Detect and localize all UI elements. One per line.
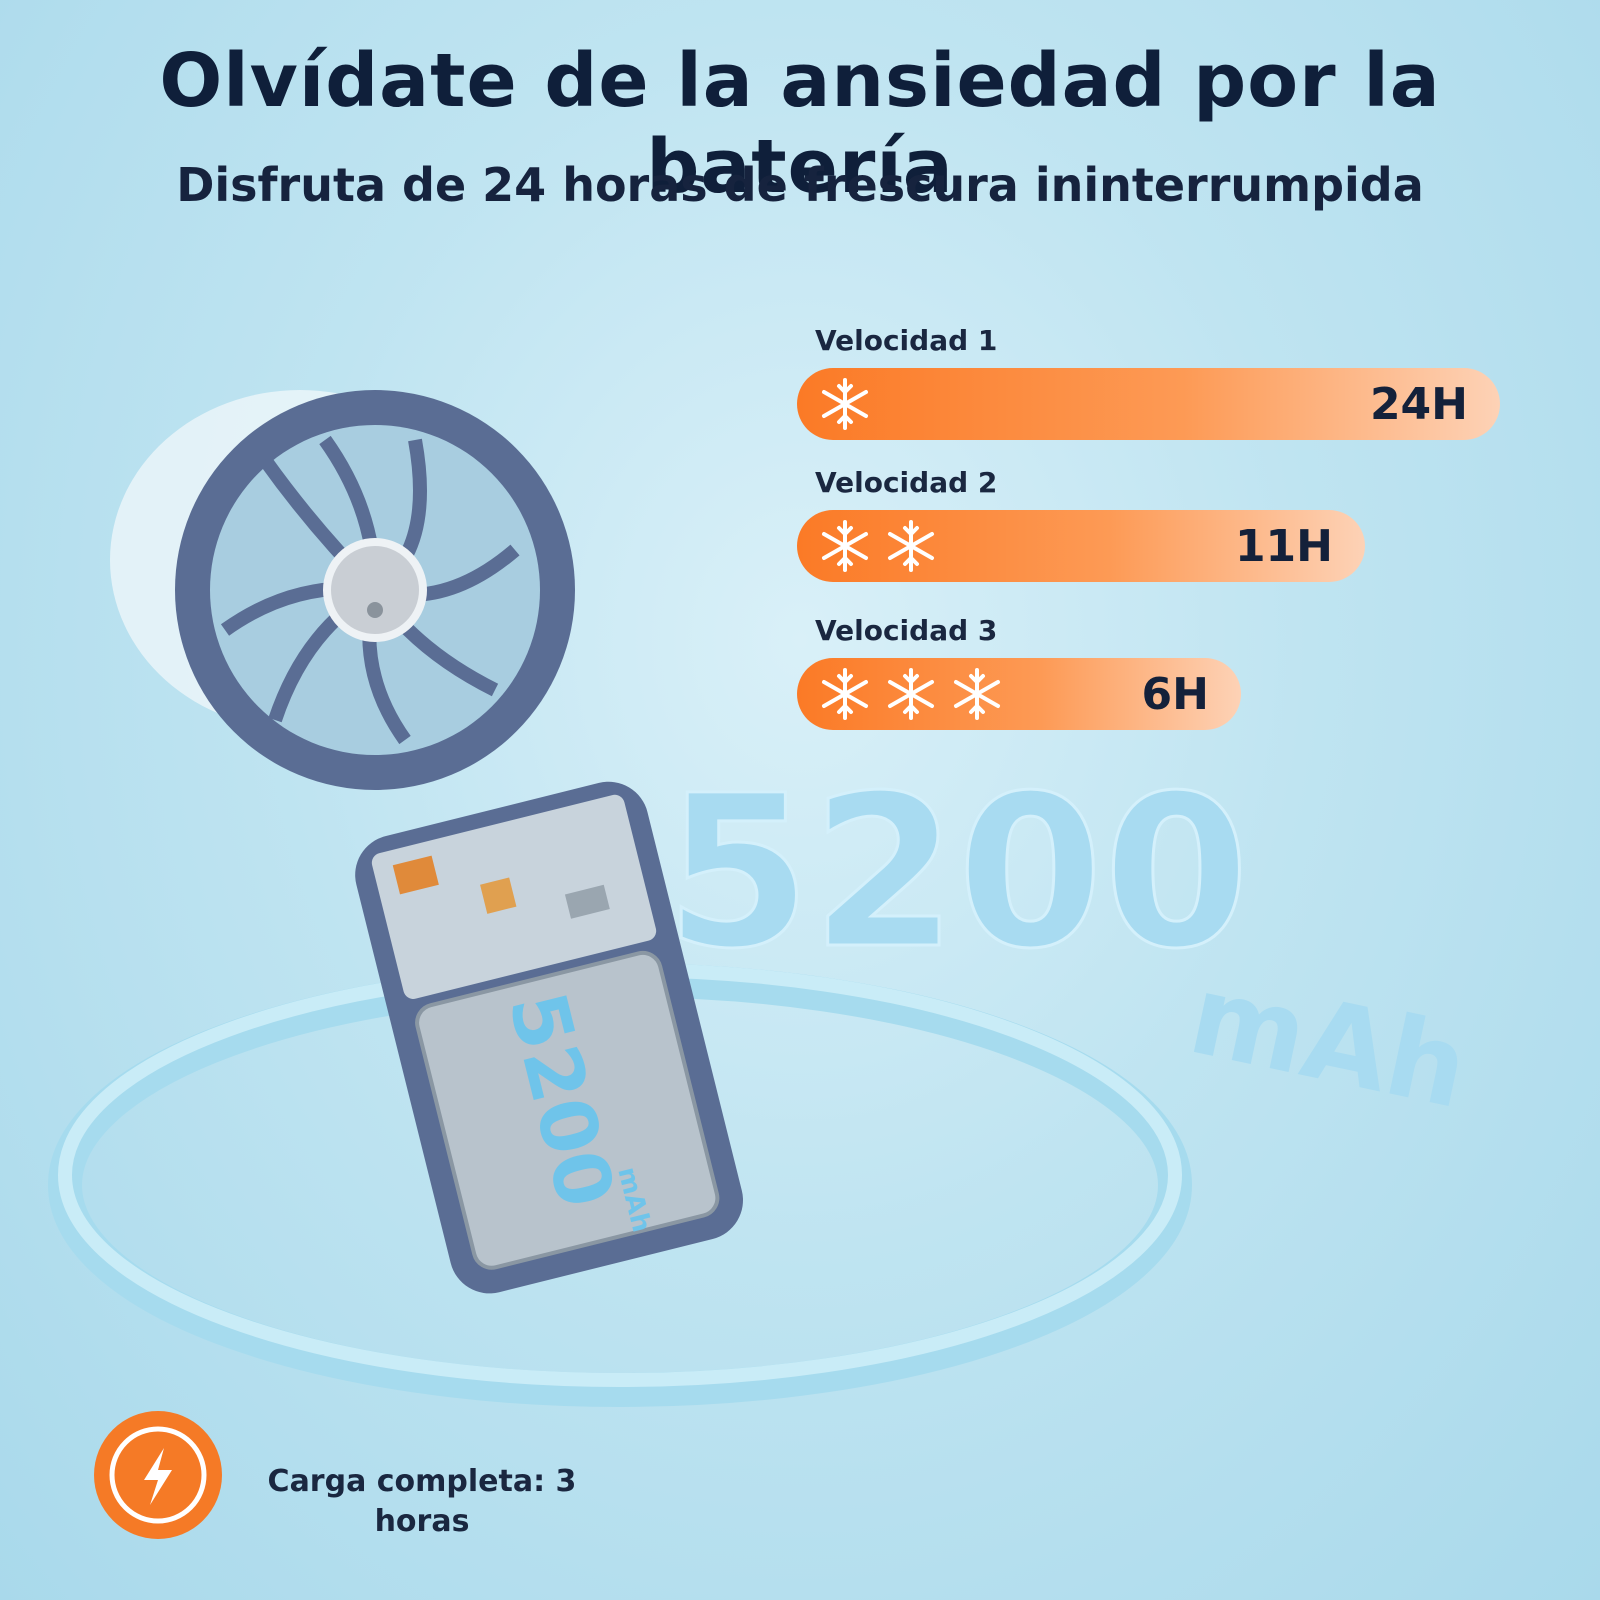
speed-bar: 24H — [797, 368, 1500, 440]
subtitle: Disfruta de 24 horas de frescura ininter… — [176, 158, 1424, 212]
fan-handle: 5200 mAh — [355, 781, 743, 1294]
speed-label: Velocidad 3 — [815, 614, 998, 647]
snowflakes — [822, 520, 934, 572]
capacity-unit: mAh — [1180, 950, 1479, 1133]
duration: 24H — [1369, 378, 1468, 430]
speed-bar: 6H — [797, 658, 1241, 730]
snowflakes — [822, 378, 868, 430]
duration: 11H — [1234, 520, 1333, 572]
capacity-number: 5200 — [665, 750, 1249, 995]
title: Olvídate de la ansiedad por la batería — [159, 38, 1441, 210]
charge-text: Carga completa: 3 horas — [267, 1464, 577, 1539]
speed-bar: 11H — [797, 510, 1365, 582]
snowflakes — [822, 668, 1000, 720]
speed-label: Velocidad 2 — [815, 466, 998, 499]
duration: 6H — [1141, 668, 1209, 720]
fan-head — [110, 390, 575, 790]
charge-bolt — [144, 1448, 172, 1505]
speed-label: Velocidad 1 — [815, 324, 998, 357]
charge-icon-ring — [109, 1426, 207, 1524]
